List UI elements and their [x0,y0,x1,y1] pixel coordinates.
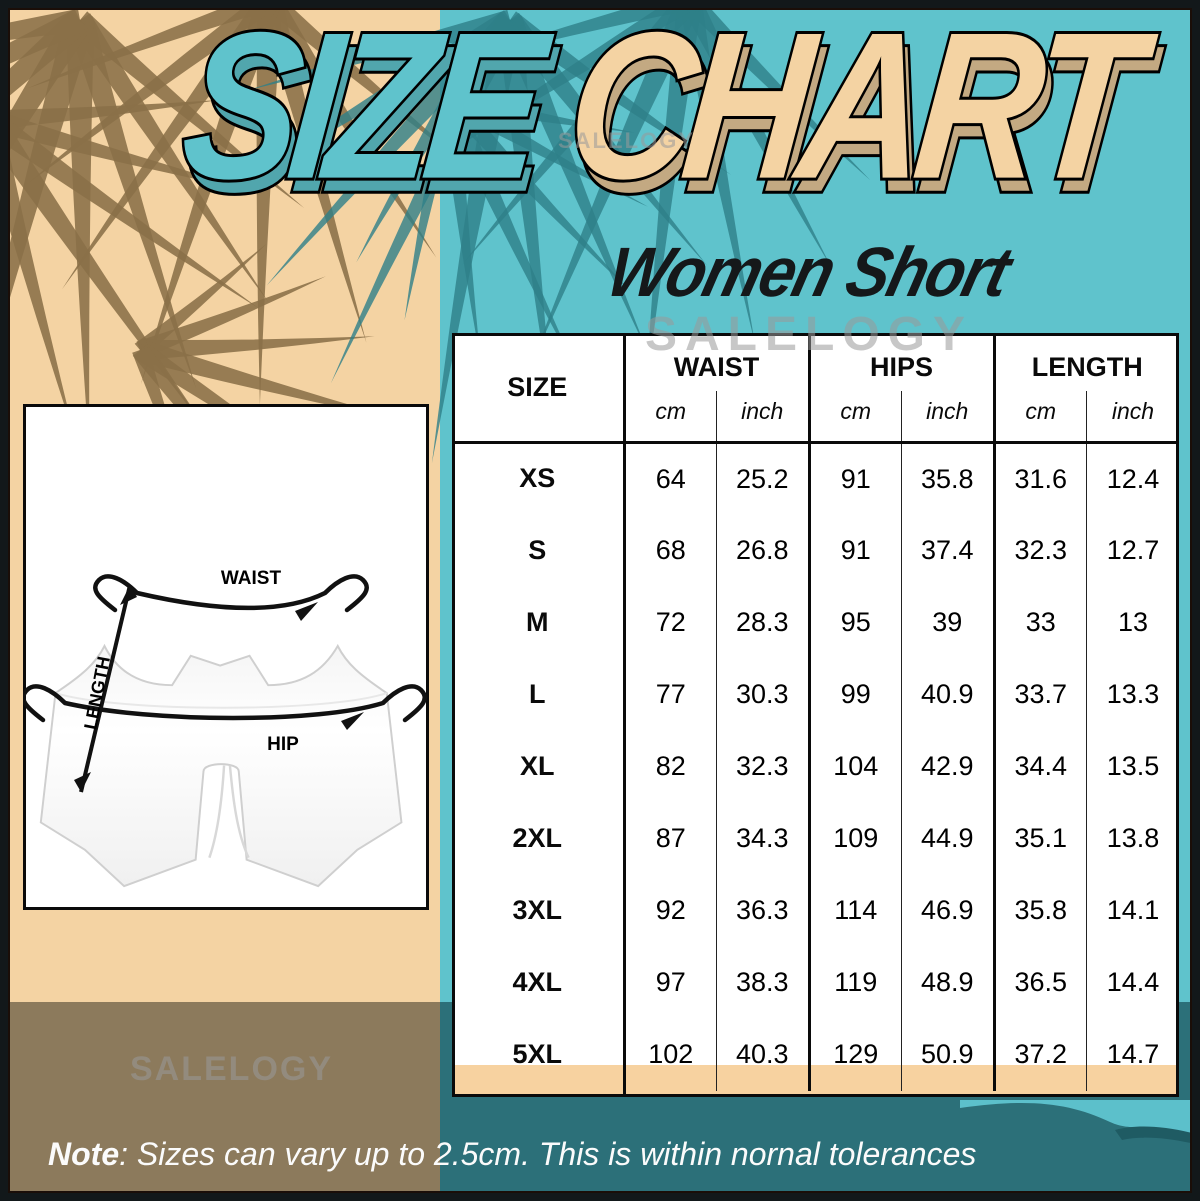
svg-text:HIP: HIP [267,734,299,755]
svg-text:WAIST: WAIST [221,568,282,589]
